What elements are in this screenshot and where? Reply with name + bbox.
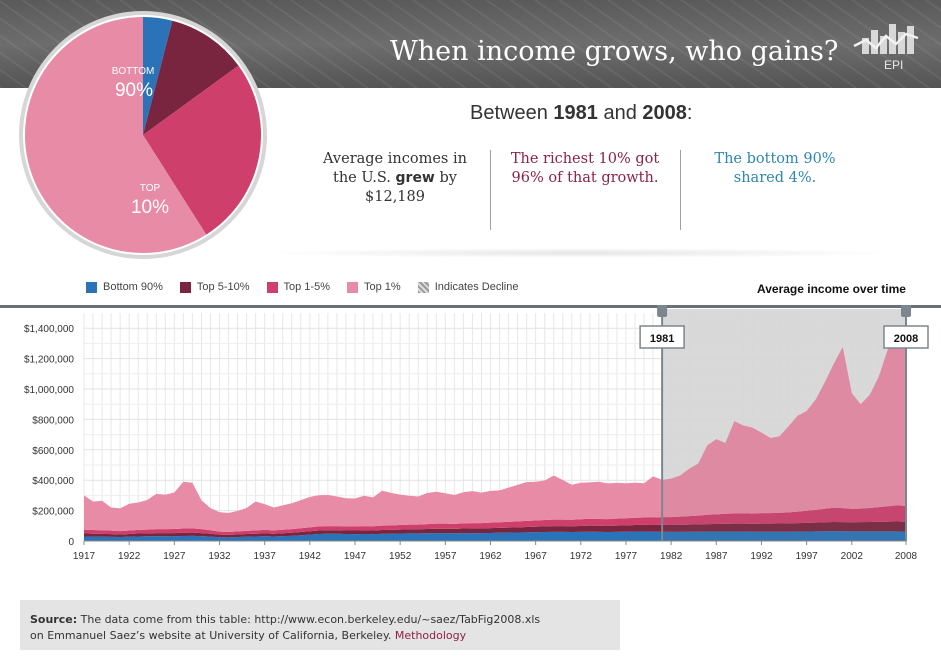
y-tick-label: 0 [68,537,74,548]
source-text: Source: The data come from this table: h… [30,612,540,644]
pie-slice [143,65,261,235]
pie-label-bottom: BOTTOM [112,66,155,77]
x-tick-label: 1947 [344,551,367,562]
pie-value-bottom: 90% [115,80,153,101]
epi-logo-text: EPI [884,58,904,72]
methodology-link[interactable]: Methodology [394,629,467,642]
y-tick-label: $400,000 [32,476,74,487]
summary-prefix: Between [470,102,554,124]
pie-label-top: TOP [140,183,161,194]
growth-line-1: Average incomes in [323,151,467,167]
legend-label: Top 1-5% [283,281,330,293]
bottom-line-1: The bottom 90% [714,151,836,167]
x-tick-label: 1952 [389,551,412,562]
pie-svg: BOTTOM 90% TOP 10% [19,11,267,259]
x-tick-label: 1982 [660,551,683,562]
summary-col-richest: The richest 10% got 96% of that growth. [500,150,670,188]
highlight-overlay [662,309,906,541]
legend-swatch [347,281,358,293]
legend-label: Bottom 90% [103,281,163,293]
chart-svg: 0 $200,000 $400,000 $600,000 $800,000 $1,000,… [0,303,941,562]
x-tick-label: 1917 [73,551,96,562]
x-tick-label: 1992 [750,551,773,562]
pie-value-top: 10% [131,197,169,218]
x-tick-label: 1922 [118,551,141,562]
summary-heading: Between 1981 and 2008: [470,102,692,125]
x-tick-label: 1937 [254,551,277,562]
legend-item-top-5-10: Top 5-10% [179,281,250,293]
legend-swatch-hatched [417,281,429,293]
source-label: Source: [30,613,78,626]
legend-item-decline: Indicates Decline [417,281,519,293]
summary-conj: and [597,102,643,124]
pie-chart: BOTTOM 90% TOP 10% [17,9,269,261]
income-chart: 0 $200,000 $400,000 $600,000 $800,000 $1,000,… [0,303,941,573]
y-tick-label: $200,000 [32,507,74,518]
legend-item-top-1: Top 1% [347,281,401,293]
legend-swatch [266,281,278,293]
x-tick-label: 1977 [615,551,638,562]
x-tick-label: 2002 [841,551,864,562]
source-line-2: on Emmanuel Saez’s website at University… [30,629,395,642]
legend-item-top-1-5: Top 1-5% [266,281,330,293]
marker-handle[interactable] [901,303,911,317]
pie-slice [24,17,207,253]
legend-swatch [179,281,191,293]
growth-line-3: $12,189 [365,189,425,205]
y-tick-label: $800,000 [32,415,74,426]
y-tick-label: $1,400,000 [24,324,74,335]
summary-suffix: : [686,102,693,124]
legend-label: Top 5-10% [196,281,250,293]
marker-handle[interactable] [657,303,668,317]
legend-label: Top 1% [364,281,401,293]
marker-label: 1981 [650,333,674,345]
page-title: When income grows, who gains? [390,36,839,67]
summary-col-bottom: The bottom 90% shared 4%. [690,150,860,188]
x-tick-label: 1997 [796,551,819,562]
x-tick-label: 1967 [525,551,548,562]
area-series-1 [84,521,906,538]
area-series-3 [84,325,906,533]
y-tick-label: $1,200,000 [24,355,74,366]
x-tick-label: 1927 [163,551,186,562]
x-tick-label: 1962 [479,551,502,562]
area-series-0 [84,531,906,541]
pie-slice [143,20,239,136]
growth-bold: grew [395,170,435,186]
x-tick-label: 1972 [570,551,593,562]
richest-line-1: The richest 10% got [510,151,660,167]
legend-label: Indicates Decline [434,281,519,293]
summary-col-growth: Average incomes in the U.S. grew by $12,… [310,150,480,207]
summary-year-end: 2008 [642,102,687,124]
summary-year-start: 1981 [553,102,598,124]
marker-box[interactable] [639,325,685,349]
x-tick-label: 1987 [705,551,728,562]
chart-legend: Bottom 90% Top 5-10% Top 1-5% Top 1% Ind… [86,281,535,293]
section-shadow [260,248,900,258]
epi-logo-icon [853,24,919,54]
x-tick-label: 1942 [299,551,322,562]
source-box: Source: The data come from this table: h… [20,600,620,650]
marker-label: 2008 [894,333,918,345]
marker-box[interactable] [883,325,929,349]
column-divider [680,150,681,230]
x-tick-label: 1932 [208,551,231,562]
x-tick-label: 1957 [434,551,457,562]
chart-title: Average income over time [757,282,906,296]
y-tick-label: $600,000 [32,446,74,457]
x-tick-label: 2008 [895,551,918,562]
growth-line-2: the U.S. grew by [333,170,457,186]
source-line-1: The data come from this table: http://ww… [77,613,541,626]
column-divider [490,150,491,230]
bottom-line-2: shared 4%. [733,170,817,186]
chart-top-bar [0,305,941,308]
y-tick-label: $1,000,000 [24,385,74,396]
legend-swatch [86,281,97,293]
area-series-2 [84,505,906,535]
legend-item-bottom-90: Bottom 90% [86,281,163,293]
richest-line-2: 96% of that growth. [511,170,659,186]
pie-slice [143,17,173,135]
